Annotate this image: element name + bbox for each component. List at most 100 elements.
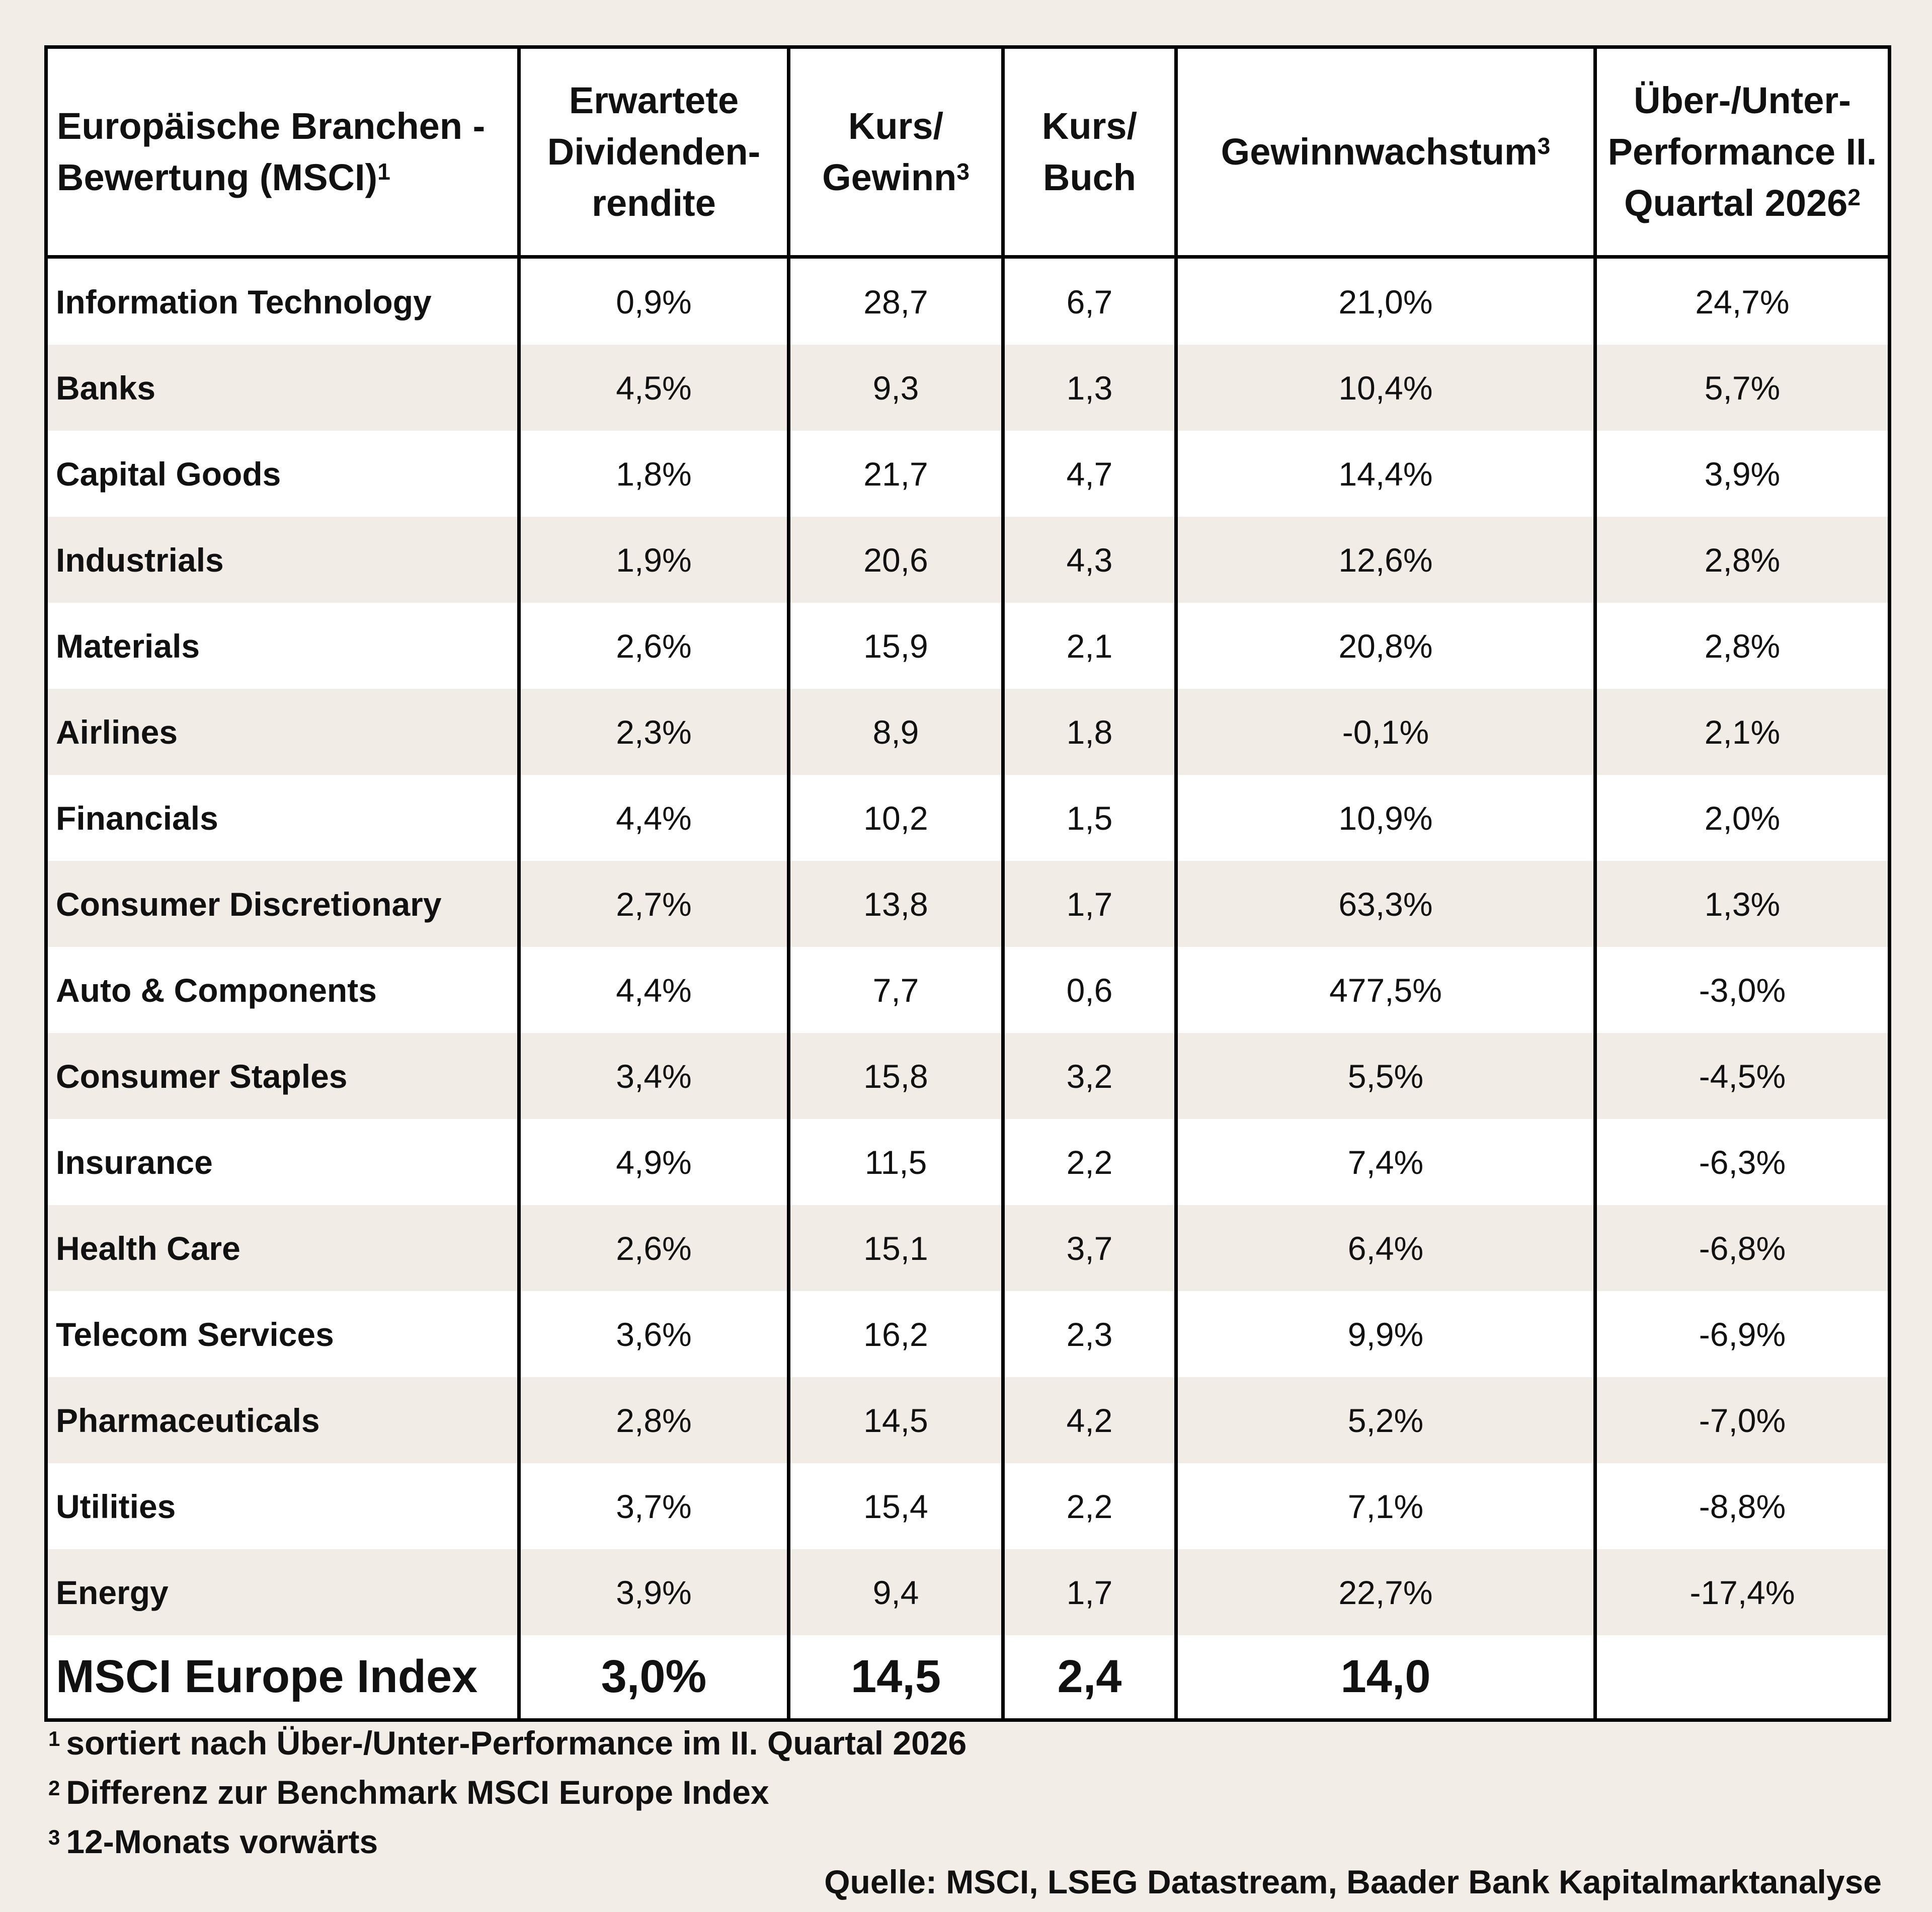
row-earnings-growth: 21,0% xyxy=(1174,257,1595,345)
table-header-row: Europäische Branchen - Bewertung (MSCI)1… xyxy=(46,47,1890,259)
row-price-earnings: 9,4 xyxy=(787,1549,1003,1635)
row-price-earnings: 15,9 xyxy=(787,603,1003,689)
row-earnings-growth: 6,4% xyxy=(1174,1205,1595,1291)
table-row: Telecom Services 3,6% 16,2 2,3 9,9% -6,9% xyxy=(46,1291,1890,1377)
row-sector: Energy xyxy=(46,1549,519,1635)
row-earnings-growth: 22,7% xyxy=(1174,1549,1595,1635)
row-price-earnings: 15,4 xyxy=(787,1463,1003,1549)
row-price-earnings: 14,5 xyxy=(787,1377,1003,1463)
row-sector: Information Technology xyxy=(46,257,519,345)
row-price-book: 3,7 xyxy=(1001,1205,1176,1291)
row-dividend-yield: 3,9% xyxy=(517,1549,789,1635)
footnote-1: 1 sortiert nach Über-/Unter-Performance i… xyxy=(48,1724,967,1762)
row-performance: 2,1% xyxy=(1593,689,1890,775)
header-price-book: Kurs/ Buch xyxy=(1001,47,1176,259)
table-row: Financials 4,4% 10,2 1,5 10,9% 2,0% xyxy=(46,775,1890,861)
row-price-book: 2,2 xyxy=(1001,1463,1176,1549)
table-row: Airlines 2,3% 8,9 1,8 -0,1% 2,1% xyxy=(46,689,1890,775)
row-earnings-growth: -0,1% xyxy=(1174,689,1595,775)
row-price-book: 1,8 xyxy=(1001,689,1176,775)
table-row: Materials 2,6% 15,9 2,1 20,8% 2,8% xyxy=(46,603,1890,689)
row-price-book: 2,3 xyxy=(1001,1291,1176,1377)
row-price-book: 6,7 xyxy=(1001,257,1176,345)
footnote-2: 2 Differenz zur Benchmark MSCI Europe Ind… xyxy=(48,1774,769,1811)
row-sector: Capital Goods xyxy=(46,431,519,517)
table-row: Industrials 1,9% 20,6 4,3 12,6% 2,8% xyxy=(46,517,1890,603)
row-sector: Banks xyxy=(46,345,519,431)
row-price-book: 4,3 xyxy=(1001,517,1176,603)
row-sector: Materials xyxy=(46,603,519,689)
row-earnings-growth: 5,2% xyxy=(1174,1377,1595,1463)
row-performance: -17,4% xyxy=(1593,1549,1890,1635)
table-row: Health Care 2,6% 15,1 3,7 6,4% -6,8% xyxy=(46,1205,1890,1291)
table-row: Banks 4,5% 9,3 1,3 10,4% 5,7% xyxy=(46,345,1890,431)
row-price-earnings: 16,2 xyxy=(787,1291,1003,1377)
row-performance: 2,8% xyxy=(1593,517,1890,603)
row-price-book: 1,3 xyxy=(1001,345,1176,431)
row-sector: Pharmaceuticals xyxy=(46,1377,519,1463)
header-sector: Europäische Branchen - Bewertung (MSCI)1 xyxy=(46,47,519,259)
header-dividend-yield: Erwartete Dividenden-rendite xyxy=(517,47,789,259)
row-dividend-yield: 3,6% xyxy=(517,1291,789,1377)
row-earnings-growth: 7,1% xyxy=(1174,1463,1595,1549)
row-earnings-growth: 7,4% xyxy=(1174,1119,1595,1205)
row-dividend-yield: 1,9% xyxy=(517,517,789,603)
table-row: Energy 3,9% 9,4 1,7 22,7% -17,4% xyxy=(46,1549,1890,1635)
valuation-table-container: Europäische Branchen - Bewertung (MSCI)1… xyxy=(44,45,1891,1722)
header-earnings-growth: Gewinnwachstum3 xyxy=(1174,47,1595,259)
table-row: Capital Goods 1,8% 21,7 4,7 14,4% 3,9% xyxy=(46,431,1890,517)
row-sector: Auto & Components xyxy=(46,947,519,1033)
row-price-earnings: 21,7 xyxy=(787,431,1003,517)
row-dividend-yield: 2,6% xyxy=(517,603,789,689)
row-performance: -6,3% xyxy=(1593,1119,1890,1205)
row-price-earnings: 20,6 xyxy=(787,517,1003,603)
table-row: Utilities 3,7% 15,4 2,2 7,1% -8,8% xyxy=(46,1463,1890,1549)
row-performance: 24,7% xyxy=(1593,257,1890,345)
row-price-earnings: 10,2 xyxy=(787,775,1003,861)
total-performance xyxy=(1593,1635,1890,1720)
row-dividend-yield: 3,4% xyxy=(517,1033,789,1119)
row-performance: 3,9% xyxy=(1593,431,1890,517)
row-dividend-yield: 0,9% xyxy=(517,257,789,345)
row-dividend-yield: 4,9% xyxy=(517,1119,789,1205)
row-performance: -7,0% xyxy=(1593,1377,1890,1463)
row-sector: Health Care xyxy=(46,1205,519,1291)
row-earnings-growth: 14,4% xyxy=(1174,431,1595,517)
row-performance: 2,0% xyxy=(1593,775,1890,861)
row-price-earnings: 28,7 xyxy=(787,257,1003,345)
row-price-book: 2,2 xyxy=(1001,1119,1176,1205)
footnote-3: 3 12-Monats vorwärts xyxy=(48,1823,378,1860)
row-earnings-growth: 12,6% xyxy=(1174,517,1595,603)
row-performance: -6,9% xyxy=(1593,1291,1890,1377)
row-dividend-yield: 4,5% xyxy=(517,345,789,431)
row-performance: 2,8% xyxy=(1593,603,1890,689)
row-price-earnings: 8,9 xyxy=(787,689,1003,775)
table-row: Consumer Discretionary 2,7% 13,8 1,7 63,3% 1,… xyxy=(46,861,1890,947)
row-earnings-growth: 477,5% xyxy=(1174,947,1595,1033)
row-price-book: 1,7 xyxy=(1001,1549,1176,1635)
row-earnings-growth: 10,9% xyxy=(1174,775,1595,861)
row-sector: Telecom Services xyxy=(46,1291,519,1377)
row-performance: -3,0% xyxy=(1593,947,1890,1033)
row-sector: Utilities xyxy=(46,1463,519,1549)
row-performance: 1,3% xyxy=(1593,861,1890,947)
row-price-book: 1,7 xyxy=(1001,861,1176,947)
row-sector: Insurance xyxy=(46,1119,519,1205)
table-row: Consumer Staples 3,4% 15,8 3,2 5,5% -4,5% xyxy=(46,1033,1890,1119)
row-dividend-yield: 2,7% xyxy=(517,861,789,947)
row-price-earnings: 13,8 xyxy=(787,861,1003,947)
row-price-book: 0,6 xyxy=(1001,947,1176,1033)
row-sector: Airlines xyxy=(46,689,519,775)
row-earnings-growth: 63,3% xyxy=(1174,861,1595,947)
row-price-book: 1,5 xyxy=(1001,775,1176,861)
row-performance: 5,7% xyxy=(1593,345,1890,431)
row-dividend-yield: 2,6% xyxy=(517,1205,789,1291)
row-dividend-yield: 4,4% xyxy=(517,775,789,861)
valuation-table: Europäische Branchen - Bewertung (MSCI)1… xyxy=(44,45,1891,1722)
row-earnings-growth: 20,8% xyxy=(1174,603,1595,689)
row-earnings-growth: 9,9% xyxy=(1174,1291,1595,1377)
row-dividend-yield: 1,8% xyxy=(517,431,789,517)
row-dividend-yield: 3,7% xyxy=(517,1463,789,1549)
row-sector: Industrials xyxy=(46,517,519,603)
table-row: Information Technology 0,9% 28,7 6,7 21,0% 24… xyxy=(46,257,1890,345)
